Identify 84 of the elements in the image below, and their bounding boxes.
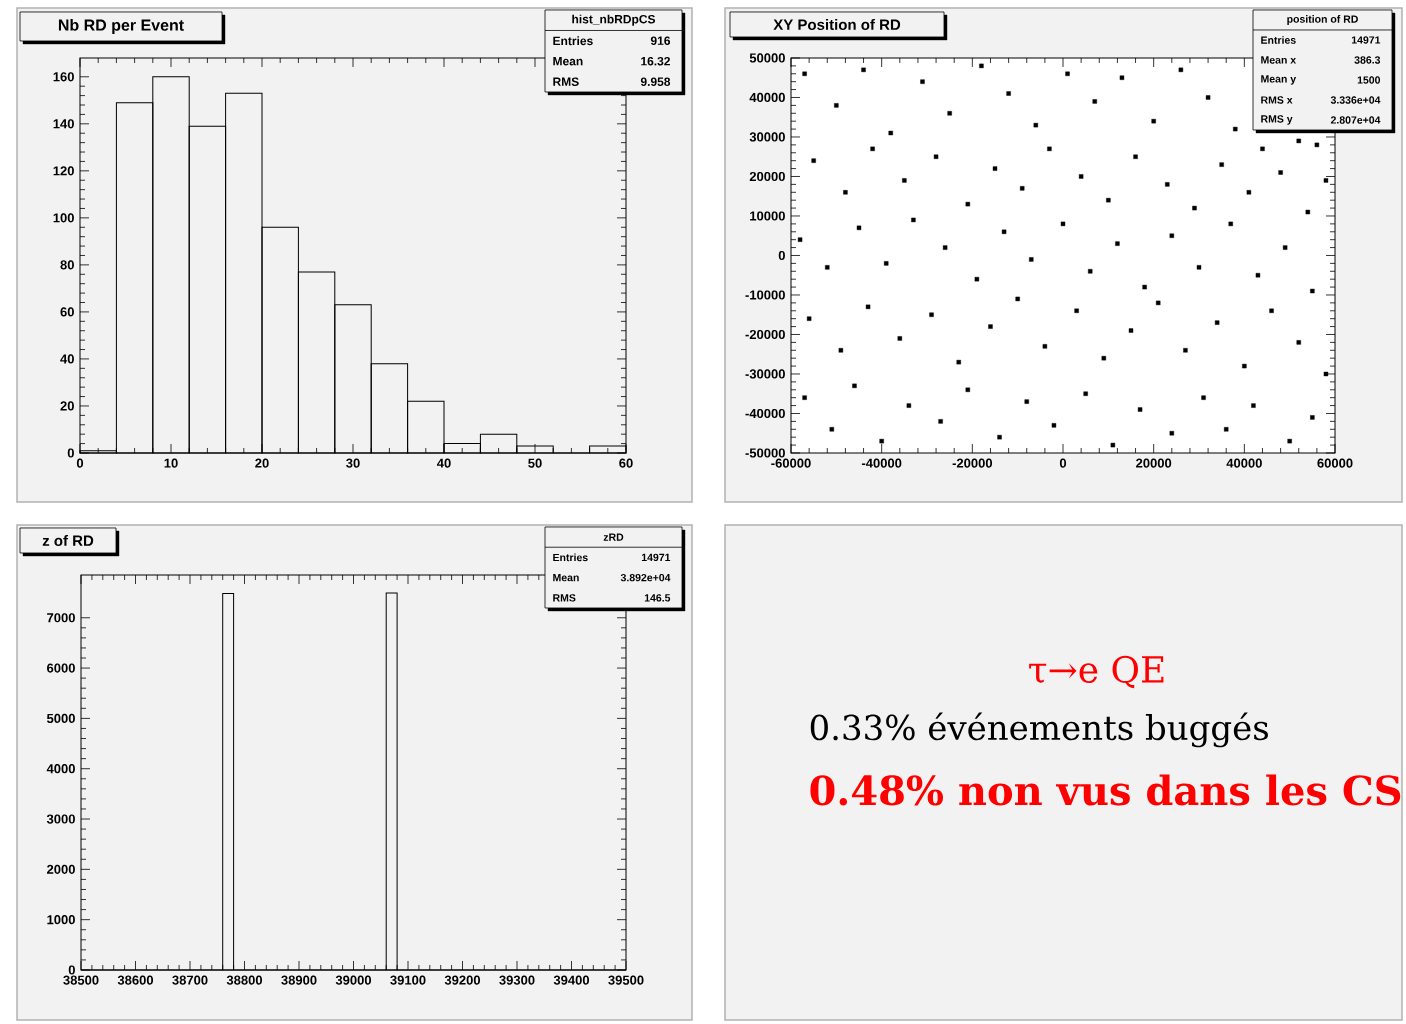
y-tick-label: 4000: [46, 764, 75, 774]
text: 14971: [641, 553, 671, 562]
x-tick-label: 60000: [1317, 458, 1353, 468]
y-tick-label: 1000: [47, 915, 75, 925]
text: 1500: [1357, 76, 1381, 84]
x-tick-label: 40000: [1226, 458, 1262, 468]
x-tick-label: 39300: [499, 975, 535, 985]
y-tick-label: 2000: [47, 864, 75, 874]
x-tick-label: 39500: [608, 975, 644, 985]
text: 386.3: [1354, 56, 1381, 64]
x-tick-label: 30: [346, 458, 360, 468]
x-tick-label: 39100: [390, 975, 426, 985]
annotation: Mean: [553, 57, 583, 66]
text: zRD: [603, 533, 624, 541]
y-tick-label: 80: [60, 260, 74, 270]
x-tick-label: 38600: [117, 975, 154, 985]
y-tick-label: 50000: [749, 53, 785, 63]
x-tick-label: 0: [76, 458, 84, 468]
y-tick-label: 5000: [46, 713, 75, 723]
text: Entries: [1261, 36, 1296, 44]
x-tick-label: 10: [164, 458, 178, 468]
chart-title: XY Position of RD: [773, 18, 901, 30]
annotation: 3.892e+04: [620, 573, 671, 582]
text: 9.958: [640, 77, 671, 86]
annotation: 3.336e+04: [1330, 96, 1381, 104]
y-tick-label: 160: [53, 72, 74, 82]
y-tick-label: 40000: [749, 92, 785, 103]
y-tick-label: 20: [60, 401, 74, 411]
y-tick-label: 30000: [749, 132, 785, 142]
x-tick-label: 38700: [172, 975, 208, 985]
text: Entries: [553, 553, 588, 562]
y-tick-label: 100: [53, 213, 74, 223]
y-tick-label: -30000: [745, 369, 785, 379]
text: 0.33% événements buggés: [810, 712, 1268, 748]
text: 14971: [1351, 36, 1381, 44]
text: position of RD: [1287, 15, 1358, 25]
text: 0.48% non vus dans les CS: [810, 774, 1401, 806]
annotation: RMS: [553, 77, 579, 86]
y-tick-label: 40: [60, 354, 74, 364]
x-tick-label: -40000: [861, 458, 902, 468]
annotation: RMS y: [1261, 115, 1293, 125]
y-tick-label: -50000: [745, 448, 785, 458]
annotation: Mean x: [1261, 56, 1297, 64]
x-tick-label: 39000: [335, 975, 372, 985]
text: Entries: [553, 36, 593, 46]
y-tick-label: 0: [68, 965, 75, 975]
chart-title: Nb RD per Event: [58, 19, 184, 34]
y-tick-label: 0: [67, 448, 74, 458]
chart-title: z of RD: [42, 534, 94, 546]
x-tick-label: 38800: [226, 975, 263, 985]
y-tick-label: 0: [778, 250, 785, 261]
annotation: RMS: [553, 594, 576, 602]
text: 146.5: [644, 594, 671, 602]
annotation: Mean y: [1261, 75, 1297, 85]
y-tick-label: 10000: [750, 211, 785, 221]
text: 916: [650, 36, 671, 45]
text: 16.32: [641, 56, 670, 66]
y-tick-label: 20000: [749, 171, 785, 182]
y-tick-label: 6000: [47, 663, 75, 673]
x-tick-label: 0: [1059, 458, 1067, 468]
x-tick-label: 39400: [553, 975, 590, 985]
x-tick-label: 20: [255, 458, 269, 468]
x-tick-label: 39200: [444, 975, 481, 985]
x-tick-label: 60: [619, 458, 633, 468]
y-tick-label: -40000: [745, 408, 785, 419]
y-tick-label: -10000: [745, 290, 785, 300]
x-tick-label: 38500: [63, 975, 99, 985]
y-tick-label: 120: [53, 166, 74, 176]
x-tick-label: 40: [436, 458, 451, 468]
x-tick-label: 50: [528, 458, 542, 468]
y-tick-label: -20000: [745, 329, 785, 340]
annotation: Mean: [553, 573, 579, 582]
annotation: RMS x: [1261, 96, 1293, 104]
annotation: 2.807e+04: [1330, 116, 1381, 124]
x-tick-label: -60000: [771, 458, 811, 468]
text: τ→e QE: [1029, 655, 1164, 689]
x-tick-label: -20000: [952, 458, 993, 468]
y-tick-label: 60: [60, 307, 74, 317]
text: hist_nbRDpCS: [572, 14, 656, 26]
x-tick-label: 20000: [1136, 458, 1172, 468]
y-tick-label: 3000: [46, 814, 75, 824]
y-tick-label: 7000: [47, 613, 75, 623]
x-tick-label: 38900: [281, 975, 317, 985]
y-tick-label: 140: [53, 119, 74, 129]
